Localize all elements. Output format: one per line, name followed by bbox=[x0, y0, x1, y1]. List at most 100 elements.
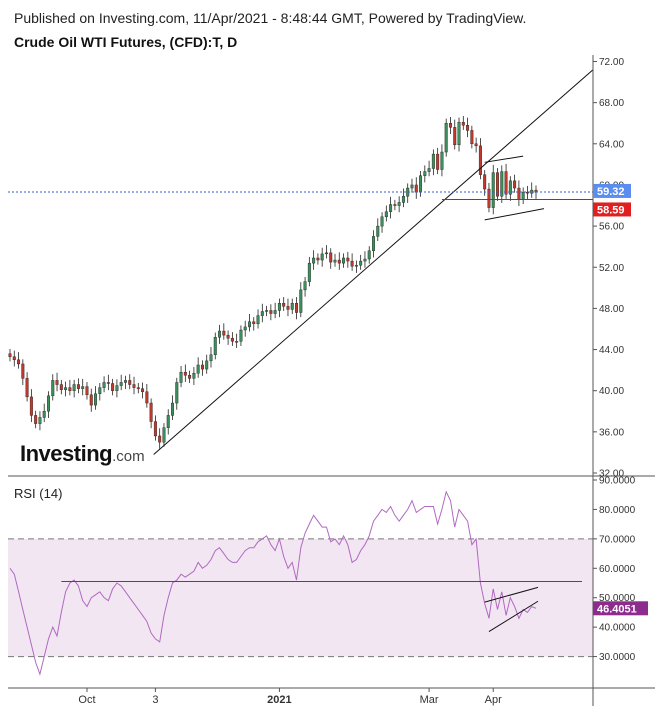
candle-body bbox=[282, 303, 286, 307]
candle-body bbox=[504, 171, 508, 195]
candle-body bbox=[25, 378, 29, 398]
pennant-upper-line bbox=[484, 155, 524, 163]
candle-body bbox=[171, 402, 174, 416]
candle-body bbox=[128, 380, 132, 385]
price-pane bbox=[8, 69, 594, 455]
candle-body bbox=[192, 373, 196, 379]
time-tick-label: Mar bbox=[420, 694, 439, 706]
current-price-badge: 59.32 bbox=[597, 186, 625, 198]
rsi-tick-label: 60.0000 bbox=[599, 564, 636, 575]
candle-body bbox=[226, 334, 230, 339]
price-tick-label: 32.00 bbox=[599, 469, 624, 480]
candle-body bbox=[94, 393, 98, 406]
candle-body bbox=[397, 202, 401, 206]
candle-body bbox=[17, 359, 21, 365]
candle-body bbox=[491, 172, 495, 208]
candle-body bbox=[64, 387, 68, 390]
candle-body bbox=[436, 153, 440, 170]
axes: 72.0068.0064.0060.0056.0052.0048.0044.00… bbox=[8, 55, 655, 706]
candle-body bbox=[303, 281, 307, 291]
rsi-label: RSI (14) bbox=[14, 486, 63, 501]
support-price-badge: 58.59 bbox=[597, 204, 625, 216]
instrument-title: Crude Oil WTI Futures, (CFD):T, D bbox=[14, 34, 238, 50]
candle-body bbox=[316, 257, 320, 261]
candle-body bbox=[359, 260, 363, 266]
candle-body bbox=[299, 289, 303, 313]
candle-body bbox=[470, 130, 474, 145]
current-price-badge-bg bbox=[593, 183, 631, 198]
candle-body bbox=[346, 257, 350, 262]
candle-body bbox=[380, 216, 384, 227]
candle-body bbox=[247, 321, 251, 328]
candle-body bbox=[363, 258, 367, 262]
candle-body bbox=[265, 310, 269, 312]
candle-body bbox=[277, 303, 281, 311]
candle-body bbox=[200, 364, 204, 370]
published-line: Published on Investing.com, 11/Apr/2021 … bbox=[14, 10, 527, 26]
candle-body bbox=[483, 174, 487, 190]
candle-body bbox=[179, 371, 183, 383]
price-tick-label: 52.00 bbox=[599, 263, 624, 274]
time-tick-label: Apr bbox=[485, 694, 502, 706]
candle-body bbox=[256, 315, 260, 325]
rsi-wedge-lower bbox=[488, 600, 539, 632]
price-tick-label: 36.00 bbox=[599, 427, 624, 438]
candle-body bbox=[440, 151, 444, 170]
candle-body bbox=[324, 252, 328, 255]
rsi-line bbox=[9, 490, 537, 676]
investing-logo: Investing.com bbox=[20, 441, 145, 467]
price-tick-label: 68.00 bbox=[599, 98, 624, 109]
candle-body bbox=[320, 253, 324, 261]
candle-body bbox=[98, 387, 102, 394]
candle-body bbox=[119, 382, 123, 386]
candle-body bbox=[89, 394, 93, 406]
candle-body bbox=[162, 427, 166, 443]
candle-body bbox=[145, 391, 149, 404]
rsi-wedge-upper bbox=[484, 586, 539, 603]
candle-body bbox=[389, 204, 393, 212]
candle-body bbox=[496, 172, 499, 197]
rsi-band bbox=[8, 538, 593, 657]
candle-body bbox=[461, 121, 465, 126]
candle-body bbox=[427, 168, 431, 172]
candle-body bbox=[12, 356, 16, 361]
candle-body bbox=[478, 145, 482, 175]
candle-body bbox=[115, 385, 119, 391]
candle-body bbox=[453, 127, 457, 146]
candle-body bbox=[85, 386, 89, 396]
candle-body bbox=[431, 153, 435, 169]
candle-body bbox=[384, 211, 388, 218]
price-tick-label: 56.00 bbox=[599, 222, 624, 233]
candle-body bbox=[273, 310, 277, 314]
price-tick-label: 44.00 bbox=[599, 345, 624, 356]
candle-body bbox=[329, 252, 333, 263]
candle-body bbox=[111, 383, 115, 391]
candle-body bbox=[513, 180, 517, 189]
rsi-tick-label: 30.0000 bbox=[599, 652, 636, 663]
candle-body bbox=[354, 264, 358, 267]
pennant-lower-line bbox=[484, 208, 545, 221]
candle-body bbox=[372, 236, 375, 251]
price-tick-label: 64.00 bbox=[599, 139, 624, 150]
candle-body bbox=[106, 382, 110, 384]
candle-body bbox=[136, 387, 140, 389]
candle-body bbox=[448, 123, 452, 128]
candle-body bbox=[47, 395, 50, 412]
candle-body bbox=[158, 435, 162, 443]
candle-body bbox=[414, 184, 418, 193]
candle-body bbox=[286, 306, 290, 310]
candle-body bbox=[252, 321, 256, 325]
candle-body bbox=[525, 191, 529, 194]
candle-body bbox=[183, 371, 187, 376]
candle-body bbox=[500, 171, 504, 197]
candle-body bbox=[508, 180, 512, 195]
candle-body bbox=[196, 364, 200, 374]
candle-body bbox=[149, 402, 153, 422]
candle-body bbox=[466, 125, 470, 131]
candle-body bbox=[51, 380, 55, 397]
candle-body bbox=[123, 380, 127, 383]
candle-body bbox=[517, 187, 521, 200]
rsi-tick-label: 80.0000 bbox=[599, 505, 636, 516]
candle-body bbox=[444, 123, 448, 153]
